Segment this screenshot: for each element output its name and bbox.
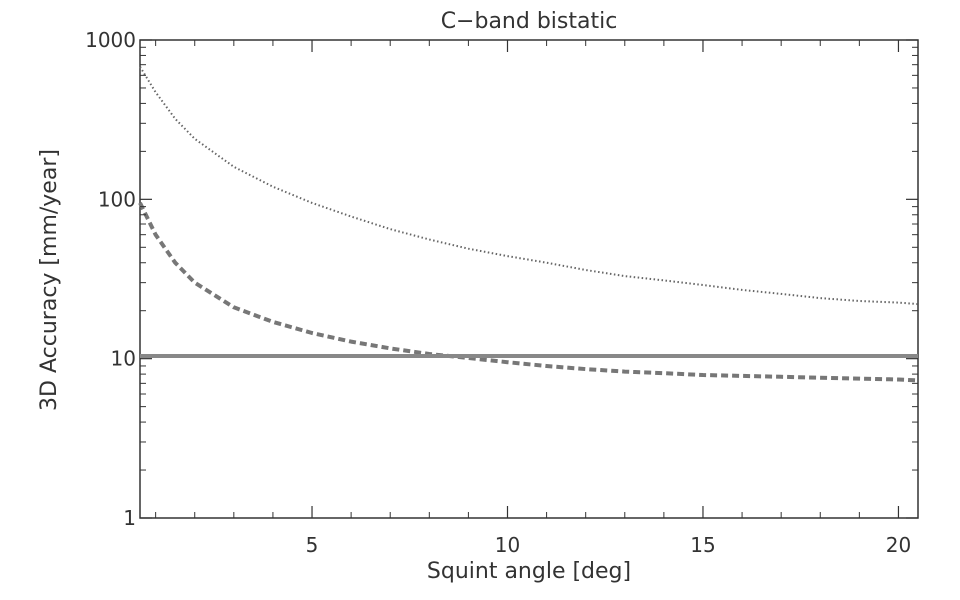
series-line-dashed (138, 202, 919, 383)
ticks-group: 5 10 15 20 1 10 100 1000 (85, 28, 918, 557)
series-line-dotted (139, 66, 919, 306)
y-tick-label: 10 (111, 347, 136, 371)
y-tick-label: 100 (98, 187, 136, 211)
x-axis-label: Squint angle [deg] (427, 559, 631, 584)
chart-title: C−band bistatic (441, 9, 618, 34)
y-axis-label: 3D Accuracy [mm/year] (37, 149, 62, 411)
x-tick-label: 20 (886, 533, 911, 557)
x-tick-label: 15 (690, 533, 715, 557)
x-tick-label: 5 (306, 533, 319, 557)
x-tick-label: 10 (495, 533, 520, 557)
y-tick-label: 1 (123, 506, 136, 530)
y-tick-label: 1000 (85, 28, 136, 52)
plot-frame-rect (139, 39, 919, 519)
series-group (138, 66, 919, 383)
plot-frame (139, 39, 919, 519)
